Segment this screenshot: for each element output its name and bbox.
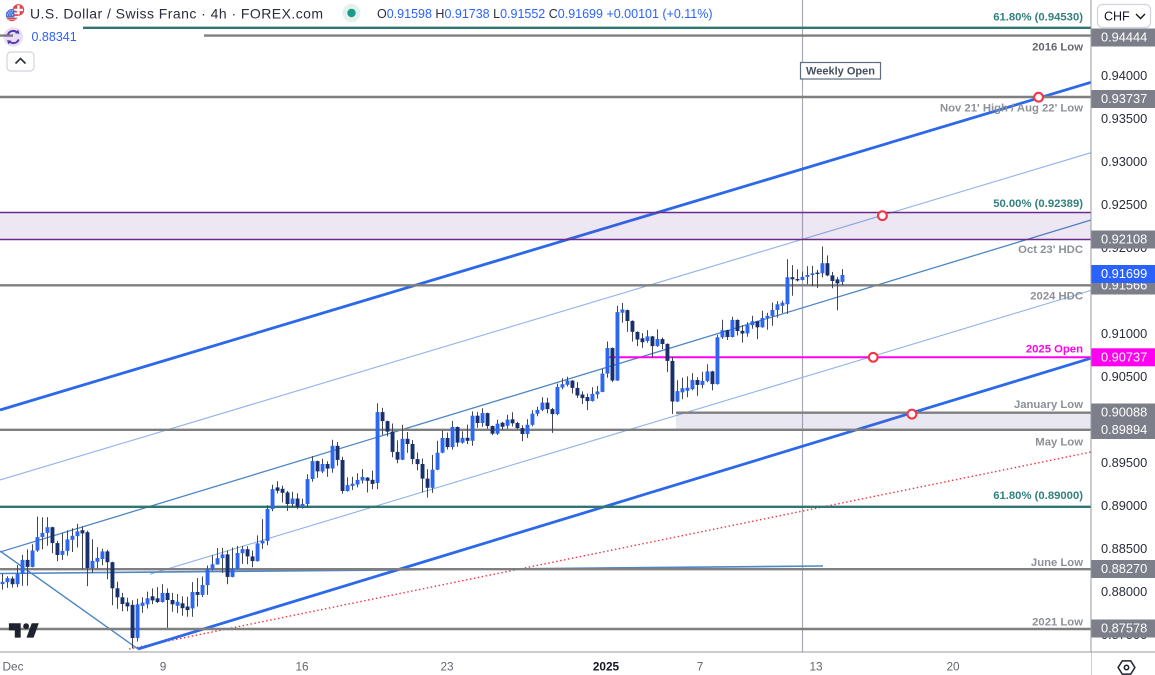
svg-text:0.93000: 0.93000: [1101, 154, 1147, 169]
svg-text:0.90737: 0.90737: [1101, 350, 1147, 365]
svg-text:2025 Open: 2025 Open: [1026, 344, 1083, 356]
svg-text:U.S. Dollar / Swiss Franc · 4h: U.S. Dollar / Swiss Franc · 4h · FOREX.c…: [30, 6, 324, 22]
svg-text:0.90088: 0.90088: [1101, 405, 1147, 420]
svg-text:Dec: Dec: [3, 660, 24, 674]
svg-text:CHF: CHF: [1104, 10, 1130, 24]
svg-text:Nov 21' High / Aug 22' Low: Nov 21' High / Aug 22' Low: [940, 103, 1083, 115]
svg-text:0.93500: 0.93500: [1101, 111, 1147, 126]
svg-text:0.90500: 0.90500: [1101, 369, 1147, 384]
svg-text:0.88341: 0.88341: [32, 30, 77, 44]
svg-text:June Low: June Low: [1031, 557, 1083, 569]
svg-text:May Low: May Low: [1035, 437, 1083, 449]
svg-text:2024 HDC: 2024 HDC: [1030, 291, 1083, 303]
svg-text:13: 13: [809, 660, 823, 674]
svg-text:0.92500: 0.92500: [1101, 197, 1147, 212]
svg-text:0.88000: 0.88000: [1101, 584, 1147, 599]
svg-text:0.89894: 0.89894: [1101, 422, 1147, 437]
svg-text:January Low: January Low: [1014, 399, 1083, 411]
svg-text:O0.91598 H0.91738 L0.91552 C0.: O0.91598 H0.91738 L0.91552 C0.91699 +0.0…: [377, 7, 713, 21]
svg-text:0.91699: 0.91699: [1101, 266, 1147, 281]
svg-text:61.80% (0.89000): 61.80% (0.89000): [993, 490, 1083, 502]
svg-text:16: 16: [295, 660, 309, 674]
svg-text:9: 9: [160, 660, 167, 674]
svg-text:23: 23: [440, 660, 454, 674]
svg-text:0.93737: 0.93737: [1101, 91, 1147, 106]
svg-text:0.94000: 0.94000: [1101, 68, 1147, 83]
svg-text:Oct 23' HDC: Oct 23' HDC: [1018, 244, 1083, 256]
svg-text:2025: 2025: [593, 660, 620, 674]
svg-text:50.00% (0.92389): 50.00% (0.92389): [993, 198, 1083, 210]
svg-text:7: 7: [697, 660, 704, 674]
svg-text:61.80% (0.94530): 61.80% (0.94530): [993, 12, 1083, 24]
svg-text:0.89000: 0.89000: [1101, 498, 1147, 513]
svg-text:0.88270: 0.88270: [1101, 561, 1147, 576]
svg-text:20: 20: [946, 660, 960, 674]
svg-text:Weekly Open: Weekly Open: [806, 66, 875, 78]
svg-text:2016 Low: 2016 Low: [1032, 42, 1083, 54]
svg-text:0.88500: 0.88500: [1101, 541, 1147, 556]
svg-text:0.87578: 0.87578: [1101, 621, 1147, 636]
svg-text:0.89500: 0.89500: [1101, 455, 1147, 470]
svg-text:0.91000: 0.91000: [1101, 326, 1147, 341]
svg-text:0.92108: 0.92108: [1101, 232, 1147, 247]
svg-text:2021 Low: 2021 Low: [1032, 617, 1083, 629]
svg-text:0.94444: 0.94444: [1101, 30, 1147, 45]
